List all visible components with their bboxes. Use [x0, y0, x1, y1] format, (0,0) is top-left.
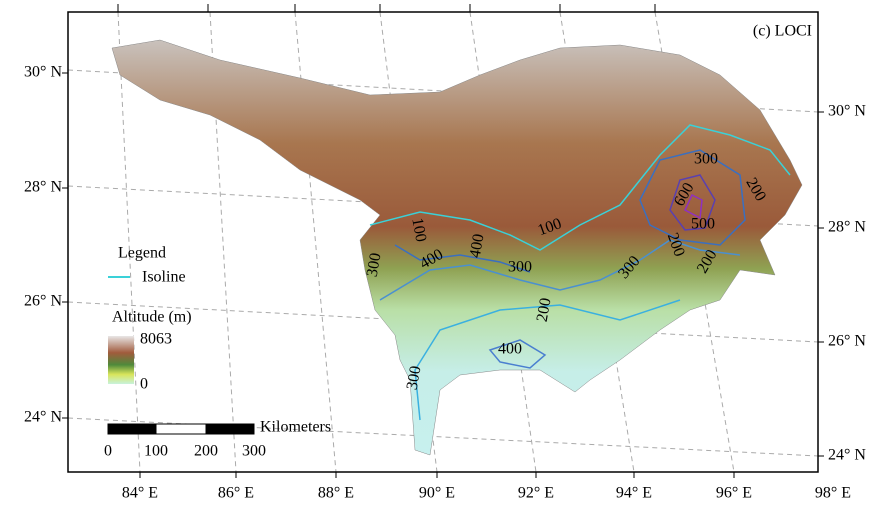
- lat-label-left: 30° N: [24, 64, 62, 81]
- lat-label-left: 26° N: [24, 293, 62, 310]
- panel-label: (c) LOCI: [753, 23, 812, 40]
- contour-label: 500: [691, 216, 715, 233]
- lat-label-left: 24° N: [24, 409, 62, 426]
- scale-tick: 100: [144, 443, 168, 460]
- scale-tick: 200: [194, 443, 218, 460]
- altitude-min: 0: [140, 376, 148, 393]
- lon-label: 96° E: [716, 485, 752, 502]
- altitude-ramp: [108, 336, 134, 384]
- contour-label: 300: [694, 151, 718, 168]
- lon-label: 84° E: [122, 485, 158, 502]
- lat-label-right: 24° N: [828, 447, 866, 464]
- lon-label: 98° E: [815, 485, 851, 502]
- contour-label: 300: [508, 259, 532, 276]
- lon-label: 88° E: [318, 485, 354, 502]
- altitude-max: 8063: [140, 331, 172, 348]
- lon-label: 92° E: [518, 485, 554, 502]
- scale-tick: 300: [242, 443, 266, 460]
- lat-label-left: 28° N: [24, 179, 62, 196]
- lat-label-right: 26° N: [828, 333, 866, 350]
- scale-bar: [108, 424, 254, 434]
- lon-label: 94° E: [616, 485, 652, 502]
- legend-isoline: Isoline: [142, 269, 186, 286]
- lon-label: 90° E: [419, 485, 455, 502]
- region-terrain: [112, 40, 802, 455]
- scale-unit: Kilometers: [260, 419, 331, 436]
- lon-label: 86° E: [218, 485, 254, 502]
- lat-label-right: 30° N: [828, 103, 866, 120]
- legend-title: Legend: [118, 245, 166, 262]
- contour-label: 400: [498, 341, 522, 358]
- map: (c) LOCI Legend Isoline Altitude (m) 806…: [0, 0, 885, 508]
- scale-tick: 0: [104, 443, 112, 460]
- altitude-title: Altitude (m): [112, 309, 192, 326]
- lat-label-right: 28° N: [828, 219, 866, 236]
